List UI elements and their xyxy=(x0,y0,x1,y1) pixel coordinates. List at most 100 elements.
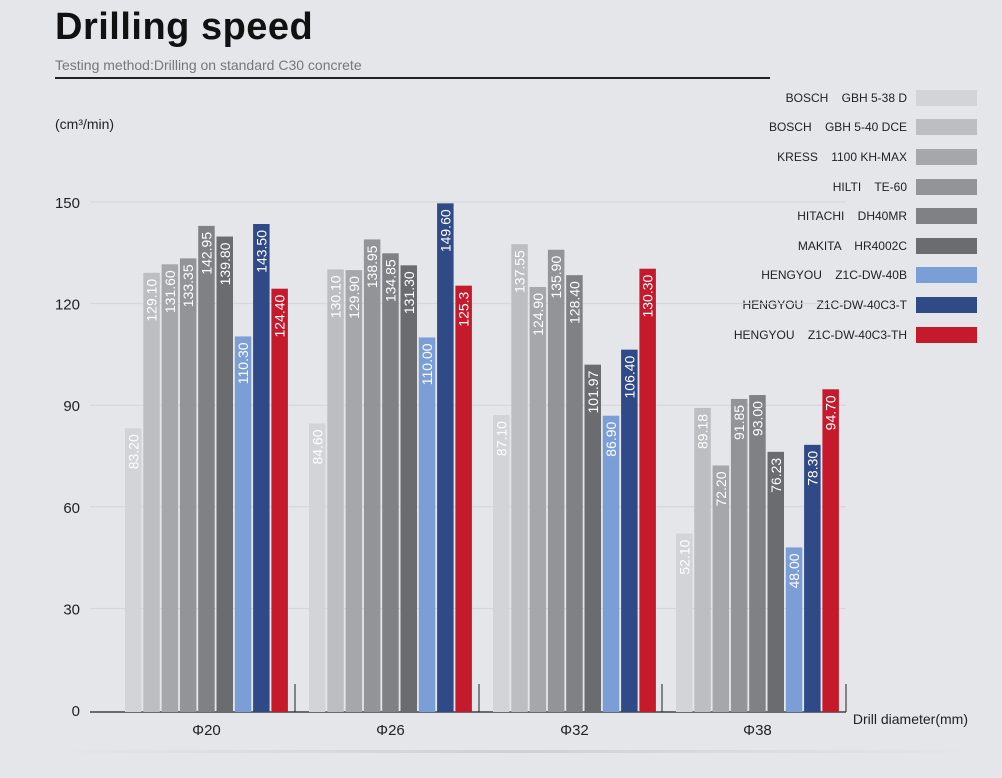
bar-data-label: 129.90 xyxy=(346,276,362,319)
bar-data-label: 94.70 xyxy=(823,395,839,430)
bar xyxy=(345,270,363,712)
bar-data-label: 91.85 xyxy=(731,405,747,440)
legend-swatch xyxy=(916,89,977,106)
legend-swatch xyxy=(916,178,977,195)
bar-data-label: 72.20 xyxy=(713,471,729,506)
bar-data-label: 124.90 xyxy=(530,293,546,336)
x-tick-label: Φ38 xyxy=(743,722,772,739)
bar xyxy=(253,224,270,712)
legend-item: HITACHI DH40MR xyxy=(734,201,977,231)
legend-swatch xyxy=(916,148,977,165)
legend-item: BOSCH GBH 5-38 D xyxy=(734,83,977,113)
bar-data-label: 143.50 xyxy=(253,230,269,273)
bar-data-label: 128.40 xyxy=(566,281,582,324)
legend-swatch xyxy=(916,119,977,136)
bar xyxy=(767,451,784,712)
bar xyxy=(437,203,454,712)
y-tick-label: 150 xyxy=(55,195,80,212)
bar xyxy=(584,364,601,712)
bar xyxy=(676,533,693,712)
legend-label: HILTI TE-60 xyxy=(832,179,907,194)
bar xyxy=(712,465,730,712)
legend-item: KRESS 1100 KH-MAX xyxy=(734,142,977,172)
legend-item: HENGYOU Z1C-DW-40C3-T xyxy=(734,290,977,320)
legend: BOSCH GBH 5-38 D BOSCH GBH 5-40 DCE KRESS … xyxy=(734,83,977,349)
page-subtitle: Testing method:Drilling on standard C30 … xyxy=(55,57,362,73)
title-divider xyxy=(55,77,770,79)
bar-data-label: 139.80 xyxy=(217,242,233,285)
bar-data-label: 83.20 xyxy=(125,434,141,469)
bar-data-label: 48.00 xyxy=(786,553,802,588)
bar xyxy=(730,398,748,712)
x-tick-label: Φ26 xyxy=(376,722,405,739)
bar xyxy=(511,244,528,712)
bar-data-label: 89.18 xyxy=(695,414,711,449)
bar xyxy=(749,395,766,712)
legend-item: HENGYOU Z1C-DW-40B xyxy=(734,261,977,291)
bar xyxy=(822,389,839,712)
legend-label: HITACHI DH40MR xyxy=(797,209,907,224)
bar xyxy=(363,239,381,712)
x-tick-label: Φ32 xyxy=(560,722,589,739)
bar-data-label: 84.60 xyxy=(309,429,325,464)
bar xyxy=(602,415,620,712)
bar-data-label: 93.00 xyxy=(749,401,765,436)
bar-data-label: 78.30 xyxy=(804,451,820,486)
bar-data-label: 86.90 xyxy=(603,421,619,456)
legend-swatch xyxy=(916,208,977,225)
bar-data-label: 131.60 xyxy=(162,270,178,313)
legend-swatch xyxy=(916,237,977,254)
bar-data-label: 52.10 xyxy=(676,539,692,574)
bar-data-label: 124.40 xyxy=(272,294,288,337)
legend-swatch xyxy=(916,267,977,284)
bar-data-label: 130.10 xyxy=(328,275,344,318)
bar xyxy=(639,268,656,712)
bar xyxy=(694,407,711,712)
bar-data-label: 87.10 xyxy=(493,421,509,456)
bar xyxy=(198,225,215,712)
bar-data-label: 106.40 xyxy=(621,355,637,398)
bar xyxy=(143,272,160,712)
y-tick-label: 120 xyxy=(55,297,80,314)
legend-item: HILTI TE-60 xyxy=(734,172,977,202)
y-axis-label: (cm³/min) xyxy=(55,116,115,132)
bar xyxy=(234,336,252,712)
legend-label: BOSCH GBH 5-38 D xyxy=(785,90,907,105)
bar xyxy=(125,428,142,712)
bar xyxy=(382,253,399,713)
bar-data-label: 133.35 xyxy=(180,264,196,307)
bar-data-label: 138.95 xyxy=(364,245,380,288)
bar xyxy=(271,288,288,712)
bar-data-label: 110.30 xyxy=(235,342,251,384)
bar xyxy=(400,265,417,712)
bar xyxy=(179,258,197,712)
bar xyxy=(493,415,510,712)
bar xyxy=(785,547,803,712)
y-tick-label: 0 xyxy=(72,703,80,720)
bar-data-label: 142.95 xyxy=(198,232,214,275)
bar xyxy=(566,275,583,712)
legend-label: KRESS 1100 KH-MAX xyxy=(777,149,907,164)
y-tick-label: 30 xyxy=(63,601,80,618)
x-axis-label: Drill diameter(mm) xyxy=(853,711,968,727)
bar-data-label: 125.3 xyxy=(456,291,472,326)
x-tick-label: Φ20 xyxy=(192,722,221,739)
bar xyxy=(309,423,326,712)
legend-label: BOSCH GBH 5-40 DCE xyxy=(768,120,907,135)
bottom-divider xyxy=(55,750,975,753)
legend-item: BOSCH GBH 5-40 DCE xyxy=(734,113,977,143)
page-title: Drilling speed xyxy=(55,6,314,48)
bar xyxy=(418,337,436,712)
bar xyxy=(455,285,472,712)
legend-swatch xyxy=(916,326,977,343)
bar-data-label: 131.30 xyxy=(401,271,417,314)
y-tick-label: 90 xyxy=(63,398,80,415)
legend-item: MAKITA HR4002C xyxy=(734,231,977,261)
bar-data-label: 101.97 xyxy=(585,370,601,413)
legend-label: MAKITA HR4002C xyxy=(797,238,907,253)
bar-data-label: 130.30 xyxy=(640,275,656,318)
bar-data-label: 129.10 xyxy=(144,279,160,322)
bar xyxy=(804,444,821,712)
bar xyxy=(327,269,344,712)
